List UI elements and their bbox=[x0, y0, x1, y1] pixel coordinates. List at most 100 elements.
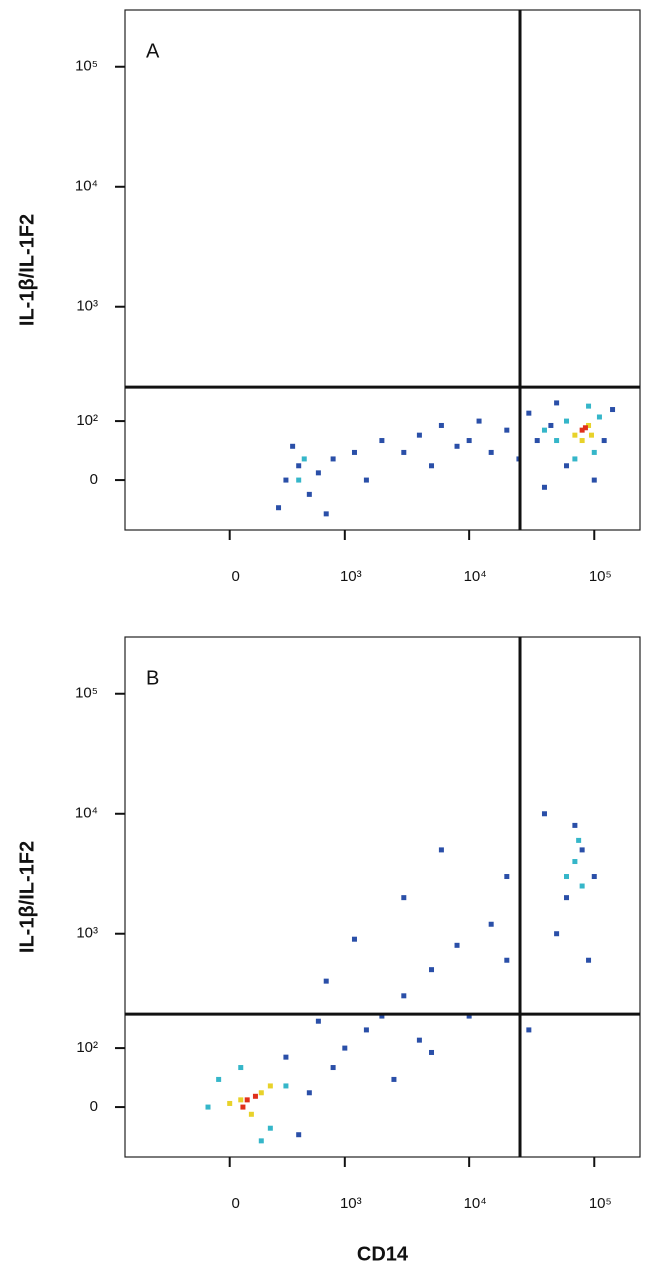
event-point bbox=[586, 422, 592, 428]
event-point bbox=[306, 491, 312, 497]
event-point bbox=[258, 1138, 264, 1144]
event-point bbox=[579, 438, 585, 444]
event-point bbox=[586, 403, 592, 409]
event-point bbox=[504, 427, 510, 433]
event-point bbox=[554, 438, 560, 444]
event-point bbox=[290, 443, 296, 449]
event-point bbox=[438, 847, 444, 853]
event-point bbox=[504, 957, 510, 963]
event-point bbox=[572, 432, 578, 438]
event-point bbox=[416, 432, 422, 438]
y-axis-label: IL-1β/IL-1F2 bbox=[16, 214, 38, 326]
event-point bbox=[351, 936, 357, 942]
plot-frame bbox=[124, 9, 641, 531]
event-point bbox=[576, 837, 582, 843]
event-point bbox=[244, 1097, 250, 1103]
event-point bbox=[205, 1104, 211, 1110]
event-point bbox=[401, 993, 407, 999]
event-point bbox=[401, 895, 407, 901]
x-axis-label: CD14 bbox=[357, 1243, 409, 1265]
event-point bbox=[276, 505, 282, 511]
event-point bbox=[526, 1027, 532, 1033]
event-point bbox=[488, 449, 494, 455]
event-point bbox=[572, 859, 578, 865]
event-point bbox=[610, 407, 616, 413]
y-tick-label: 10⁴ bbox=[75, 178, 98, 195]
y-tick-label: 10³ bbox=[76, 298, 98, 315]
x-tick-label: 0 bbox=[232, 568, 240, 585]
x-tick-label: 10³ bbox=[340, 568, 362, 585]
event-point bbox=[391, 1076, 397, 1082]
plot-frame bbox=[124, 636, 641, 1158]
event-point bbox=[238, 1097, 244, 1103]
event-point bbox=[252, 1093, 258, 1099]
event-point bbox=[534, 438, 540, 444]
event-point bbox=[267, 1083, 273, 1089]
event-point bbox=[541, 427, 547, 433]
event-point bbox=[416, 1037, 422, 1043]
event-point bbox=[283, 1054, 289, 1060]
event-point bbox=[330, 1065, 336, 1071]
event-point bbox=[296, 477, 302, 483]
y-tick-label: 10⁵ bbox=[75, 58, 98, 75]
event-point bbox=[466, 438, 472, 444]
event-point bbox=[342, 1045, 348, 1051]
event-point bbox=[572, 822, 578, 828]
event-point bbox=[564, 874, 570, 880]
event-point bbox=[591, 477, 597, 483]
event-point bbox=[564, 418, 570, 424]
event-point bbox=[429, 463, 435, 469]
event-point bbox=[379, 438, 385, 444]
event-point bbox=[586, 957, 592, 963]
panel-label: A bbox=[146, 40, 160, 62]
event-point bbox=[238, 1065, 244, 1071]
event-point bbox=[248, 1111, 254, 1117]
event-point bbox=[588, 432, 594, 438]
event-point bbox=[258, 1090, 264, 1096]
event-point bbox=[579, 427, 585, 433]
event-point bbox=[283, 1083, 289, 1089]
event-point bbox=[330, 456, 336, 462]
x-tick-label: 10⁴ bbox=[464, 568, 487, 585]
event-point bbox=[429, 1049, 435, 1055]
event-point bbox=[306, 1090, 312, 1096]
event-point bbox=[351, 449, 357, 455]
event-point bbox=[526, 410, 532, 416]
event-point bbox=[564, 895, 570, 901]
event-point bbox=[596, 414, 602, 420]
x-tick-label: 10⁴ bbox=[464, 1195, 487, 1212]
event-point bbox=[601, 438, 607, 444]
y-tick-label: 10² bbox=[76, 412, 98, 429]
y-tick-label: 10² bbox=[76, 1039, 98, 1056]
event-point bbox=[454, 942, 460, 948]
event-point bbox=[323, 511, 329, 517]
event-point bbox=[579, 883, 585, 889]
y-tick-label: 0 bbox=[90, 1098, 98, 1115]
event-point bbox=[227, 1100, 233, 1106]
x-tick-label: 10⁵ bbox=[589, 1195, 612, 1212]
event-point bbox=[591, 874, 597, 880]
event-point bbox=[240, 1104, 246, 1110]
event-point bbox=[429, 967, 435, 973]
event-point bbox=[554, 931, 560, 937]
event-point bbox=[504, 874, 510, 880]
event-point bbox=[438, 422, 444, 428]
event-point bbox=[554, 400, 560, 406]
event-point bbox=[541, 811, 547, 817]
event-point bbox=[579, 847, 585, 853]
x-tick-label: 10³ bbox=[340, 1195, 362, 1212]
event-point bbox=[315, 470, 321, 476]
event-point bbox=[216, 1076, 222, 1082]
event-point bbox=[476, 418, 482, 424]
x-tick-label: 10⁵ bbox=[589, 568, 612, 585]
event-point bbox=[363, 1027, 369, 1033]
event-point bbox=[379, 1013, 385, 1019]
event-point bbox=[548, 422, 554, 428]
y-axis-label: IL-1β/IL-1F2 bbox=[16, 841, 38, 953]
event-point bbox=[572, 456, 578, 462]
event-point bbox=[301, 456, 307, 462]
event-point bbox=[267, 1125, 273, 1131]
event-point bbox=[315, 1018, 321, 1024]
event-point bbox=[323, 978, 329, 984]
x-tick-label: 0 bbox=[232, 1195, 240, 1212]
